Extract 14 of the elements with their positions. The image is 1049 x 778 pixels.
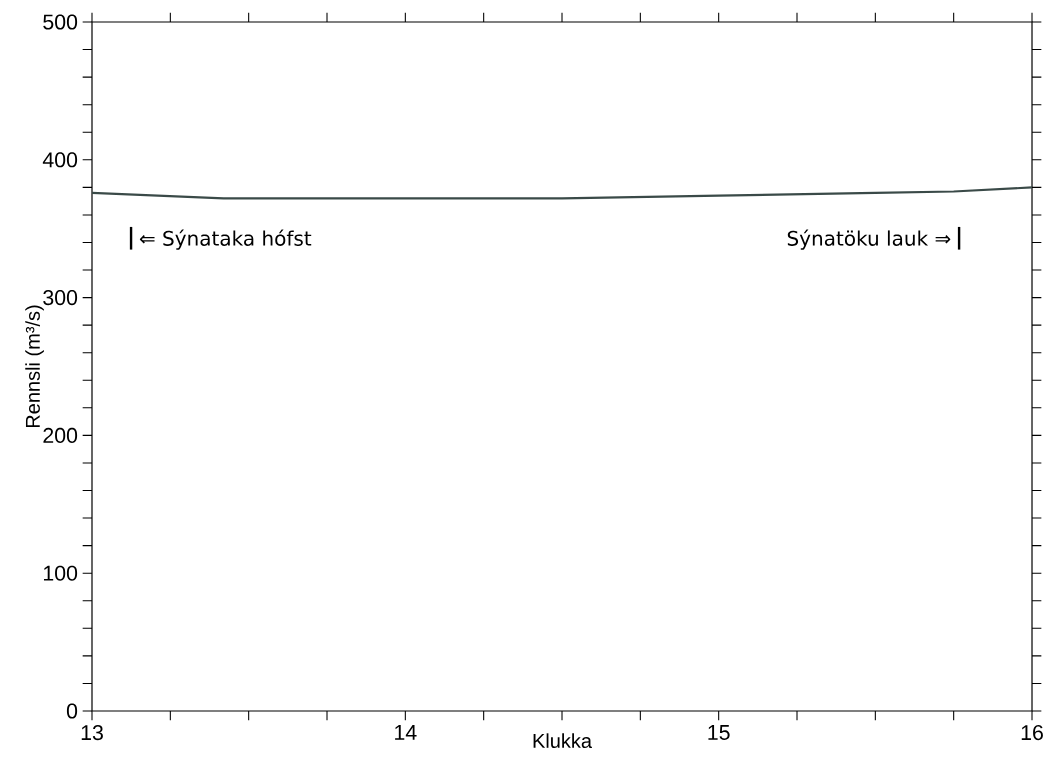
x-tick-label: 13 [81,725,103,741]
y-tick-label: 0 [66,703,78,719]
annotation: ⇐ Sýnataka hófst [139,229,312,250]
x-tick-label: 14 [395,725,417,740]
x-tick-label: 15 [708,725,730,740]
x-tick-label: 16 [1021,725,1043,741]
x-axis-title: Klukka [533,733,593,748]
y-tick-label: 200 [43,427,78,443]
y-tick-label: 500 [43,14,78,30]
y-tick-label: 100 [43,565,78,581]
y-tick-label: 300 [43,290,78,306]
y-tick-label: 400 [42,152,78,168]
annotation: Sýnatöku lauk ⇒ [787,229,951,250]
y-axis-title: Rennsli (m³/s) [25,305,44,428]
